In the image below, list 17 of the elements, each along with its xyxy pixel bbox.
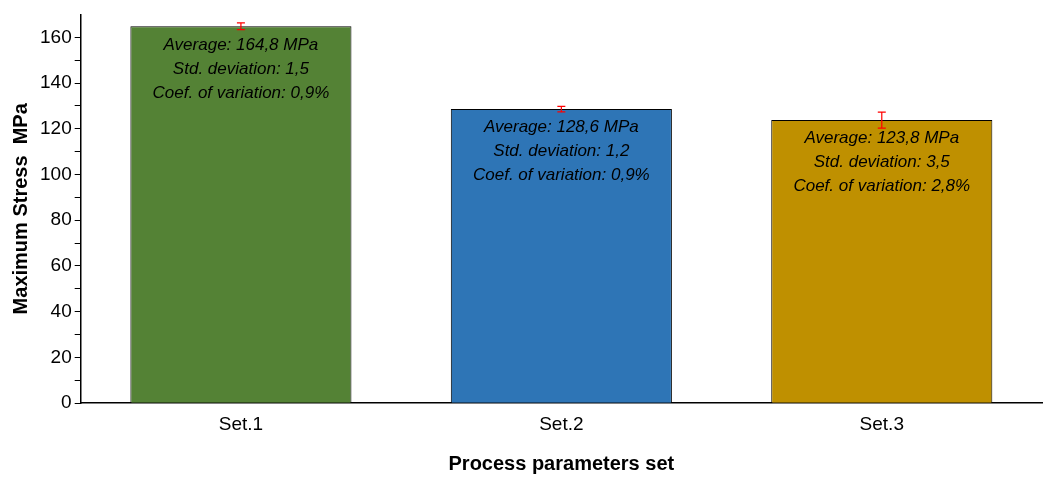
annotation: Average: 128,6 MPa Std. deviation: 1,2 Coef. of variation: 0,9% <box>472 117 650 185</box>
y-tick-label: 120 <box>40 116 72 138</box>
y-tick-label: 20 <box>50 345 72 367</box>
y-tick-label: 0 <box>61 391 72 413</box>
x-tick-label: Set.2 <box>539 412 584 434</box>
annotation: Average: 164,8 MPa Std. deviation: 1,5 Coef. of variation: 0,9% <box>152 34 330 102</box>
y-tick-label: 160 <box>40 25 72 47</box>
y-tick-label: 60 <box>50 254 72 276</box>
y-tick-label: 140 <box>40 71 72 93</box>
y-axis-title: Maximum Stress MPa <box>8 102 31 315</box>
y-tick-label: 40 <box>50 299 72 321</box>
annotation: Average: 123,8 MPa Std. deviation: 3,5 Coef. of variation: 2,8% <box>793 128 971 196</box>
x-axis-title: Process parameters set <box>448 451 675 474</box>
x-tick-label: Set.1 <box>218 412 264 434</box>
y-tick-label: 100 <box>40 162 72 184</box>
x-tick-label: Set.3 <box>859 412 904 434</box>
y-tick-label: 80 <box>50 208 72 230</box>
